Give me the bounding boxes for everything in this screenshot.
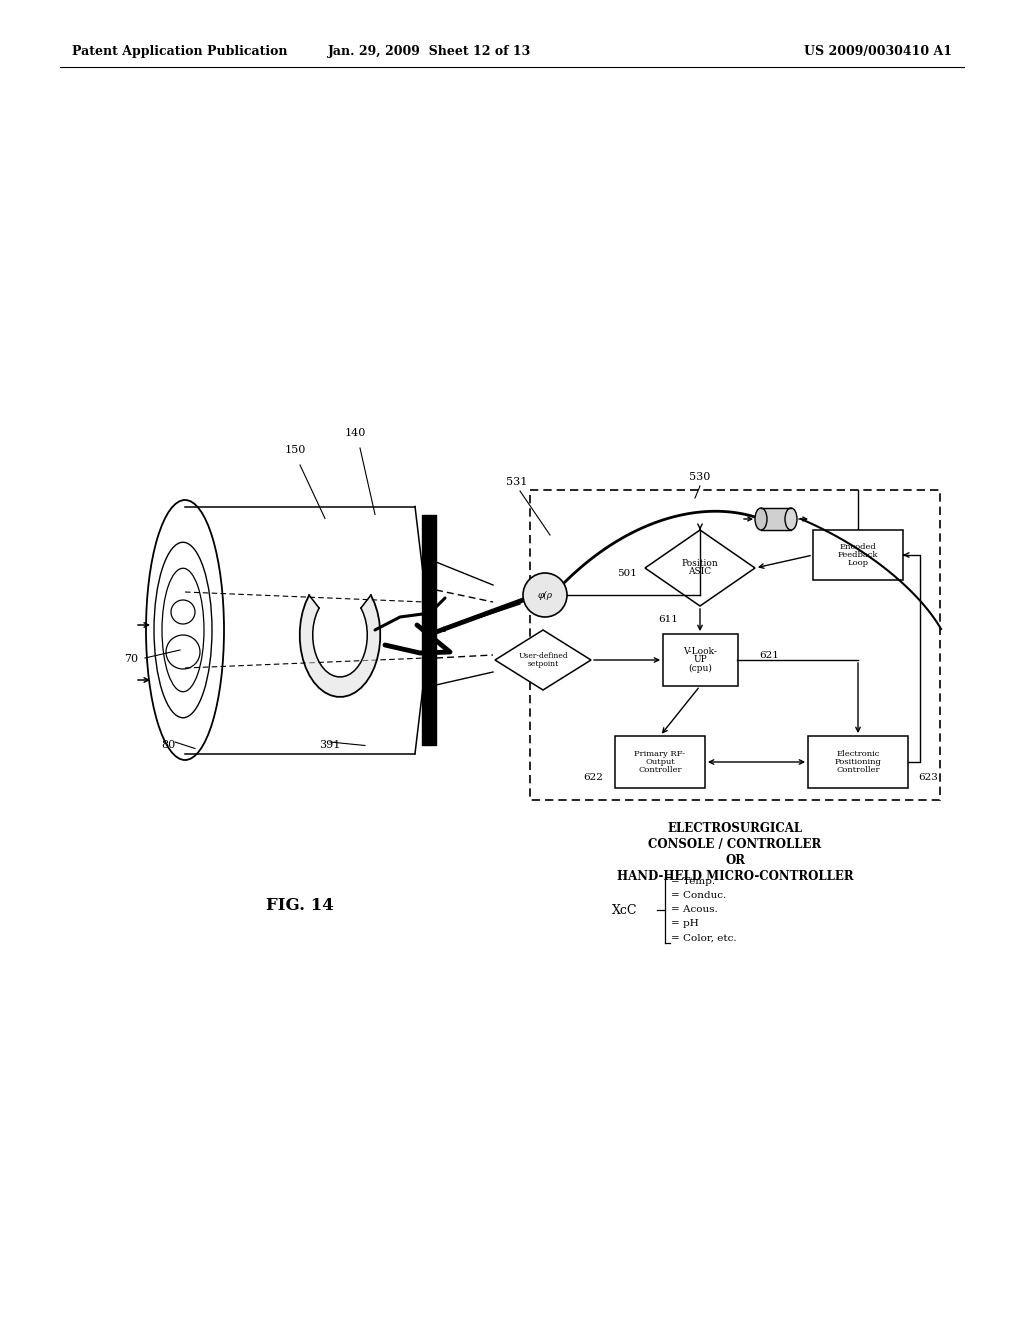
Text: 531: 531: [506, 477, 527, 487]
Text: Feedback: Feedback: [838, 550, 879, 558]
Text: User-defined: User-defined: [518, 652, 568, 660]
Text: (cpu): (cpu): [688, 664, 712, 673]
Text: OR: OR: [725, 854, 745, 867]
Text: 501: 501: [617, 569, 637, 578]
Text: Primary RF-: Primary RF-: [635, 750, 685, 758]
Text: 391: 391: [319, 741, 341, 750]
Text: 611: 611: [658, 615, 678, 624]
Polygon shape: [300, 595, 380, 697]
Text: 622: 622: [583, 772, 603, 781]
Text: V-Look-: V-Look-: [683, 647, 717, 656]
Text: 530: 530: [689, 473, 711, 482]
Polygon shape: [645, 531, 755, 606]
Text: Controller: Controller: [638, 766, 682, 774]
Text: Loop: Loop: [848, 558, 868, 568]
Text: ELECTROSURGICAL: ELECTROSURGICAL: [668, 822, 803, 836]
FancyBboxPatch shape: [813, 531, 903, 579]
Text: = pH: = pH: [671, 920, 698, 928]
Text: XᴄC: XᴄC: [611, 903, 637, 916]
Text: 140: 140: [344, 428, 366, 438]
FancyBboxPatch shape: [808, 737, 908, 788]
Text: Encoded: Encoded: [840, 543, 877, 550]
Text: Electronic: Electronic: [837, 750, 880, 758]
Text: setpoint: setpoint: [527, 660, 559, 668]
Text: = Temp.: = Temp.: [671, 878, 715, 887]
Ellipse shape: [755, 508, 767, 531]
FancyBboxPatch shape: [615, 737, 705, 788]
Text: Controller: Controller: [837, 766, 880, 774]
Text: 623: 623: [918, 772, 938, 781]
Text: = Conduc.: = Conduc.: [671, 891, 726, 900]
Text: Output: Output: [645, 758, 675, 766]
Text: Jan. 29, 2009  Sheet 12 of 13: Jan. 29, 2009 Sheet 12 of 13: [329, 45, 531, 58]
Text: = Acous.: = Acous.: [671, 906, 718, 915]
Text: Position: Position: [682, 560, 719, 569]
Text: 70: 70: [124, 653, 138, 664]
FancyBboxPatch shape: [663, 634, 737, 686]
Text: φ(ρ: φ(ρ: [538, 590, 553, 599]
Text: 150: 150: [285, 445, 306, 455]
Text: US 2009/0030410 A1: US 2009/0030410 A1: [804, 45, 952, 58]
Text: CONSOLE / CONTROLLER: CONSOLE / CONTROLLER: [648, 838, 821, 851]
Text: FIG. 14: FIG. 14: [266, 896, 334, 913]
Circle shape: [523, 573, 567, 616]
Text: = Color, etc.: = Color, etc.: [671, 933, 736, 942]
Ellipse shape: [785, 508, 797, 531]
Text: 80: 80: [161, 741, 175, 750]
Text: 621: 621: [759, 651, 779, 660]
Text: Positioning: Positioning: [835, 758, 882, 766]
Text: HAND-HELD MICRO-CONTROLLER: HAND-HELD MICRO-CONTROLLER: [616, 870, 853, 883]
Text: ASIC: ASIC: [688, 568, 712, 577]
Text: UP: UP: [693, 656, 707, 664]
Text: Patent Application Publication: Patent Application Publication: [72, 45, 288, 58]
Polygon shape: [495, 630, 591, 690]
